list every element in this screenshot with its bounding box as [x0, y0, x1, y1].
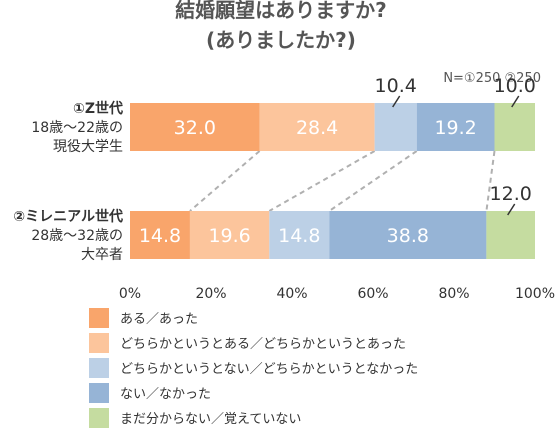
bar-segment: [486, 211, 535, 259]
bar-segment: [130, 103, 260, 151]
connector-line: [268, 150, 376, 212]
category-label: 28歳〜32歳の: [31, 228, 123, 244]
bar-area: 32.0 28.4 10.4 19.2 10.0 14.8 19.6 14.8 38.8 12.0: [130, 75, 536, 259]
legend-swatch: [89, 408, 109, 428]
data-label: 12.0: [490, 183, 532, 205]
x-axis: 0% 20% 40% 60% 80% 100%: [119, 286, 555, 302]
legend: ある／あったどちらかというとある／どちらかというとあったどちらかというとない／ど…: [89, 308, 418, 428]
x-tick-label: 100%: [515, 286, 555, 302]
legend-swatch: [89, 333, 109, 353]
chart-title-line-1: 結婚願望はありますか?: [175, 0, 387, 22]
x-tick-label: 80%: [438, 286, 469, 302]
connector-lines: [189, 150, 496, 212]
bar-segment: [269, 211, 330, 259]
legend-label: ある／あった: [120, 312, 198, 327]
data-label: 19.2: [434, 117, 476, 139]
bar-segment: [329, 211, 487, 259]
connector-line: [328, 150, 418, 212]
bar-segment: [130, 211, 190, 259]
x-tick-label: 40%: [276, 286, 307, 302]
legend-swatch: [89, 358, 109, 378]
bar-segment: [416, 103, 495, 151]
legend-label: まだ分からない／覚えていない: [120, 412, 301, 427]
data-label: 38.8: [387, 225, 429, 247]
leader-line: [392, 95, 401, 108]
category-label: 現役大学生: [53, 139, 123, 155]
sample-size-note: N=①250 ②250: [443, 71, 541, 86]
leader-line: [507, 203, 516, 216]
legend-label: ない／なかった: [120, 387, 211, 402]
category-label: ①Z世代: [73, 100, 123, 117]
chart-title-line-2: (ありましたか?): [206, 28, 356, 52]
connector-line: [189, 150, 261, 212]
x-tick-label: 0%: [119, 286, 141, 302]
bar-segment: [189, 211, 270, 259]
data-label: 19.6: [208, 225, 250, 247]
legend-label: どちらかというとない／どちらかというとなかった: [120, 362, 418, 377]
legend-label: どちらかというとある／どちらかというとあった: [120, 337, 406, 352]
x-tick-label: 60%: [357, 286, 388, 302]
connector-line: [485, 150, 496, 212]
data-label: 28.4: [296, 117, 338, 139]
data-label: 14.8: [139, 225, 181, 247]
category-label: 18歳〜22歳の: [31, 120, 123, 136]
data-label: 14.8: [278, 225, 320, 247]
bar-segment: [259, 103, 375, 151]
data-label: 10.4: [375, 75, 417, 97]
legend-swatch: [89, 308, 109, 328]
data-label: 10.0: [494, 75, 536, 97]
x-tick-label: 20%: [195, 286, 226, 302]
leader-line: [511, 95, 520, 108]
category-label: ②ミレニアル世代: [13, 208, 123, 225]
bar-segment: [494, 103, 535, 151]
category-label: 大卒者: [81, 247, 123, 263]
data-label: 32.0: [174, 117, 216, 139]
bar-segment: [374, 103, 417, 151]
legend-swatch: [89, 383, 109, 403]
